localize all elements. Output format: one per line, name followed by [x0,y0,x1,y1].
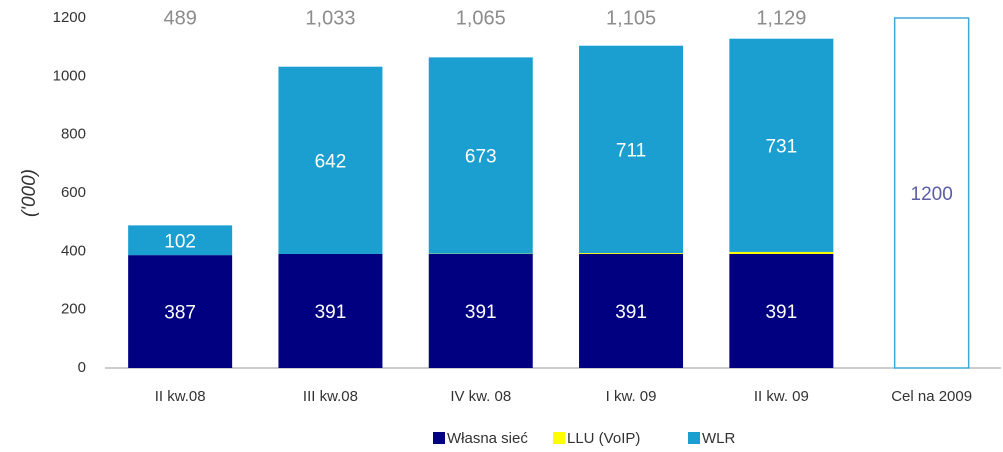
bar-segment [428,253,533,368]
x-tick-label: III kw.08 [303,388,358,405]
x-tick-label: II kw.08 [155,388,206,405]
bar-segment [428,57,533,254]
legend-swatch [553,432,565,444]
total-label: 1,033 [305,7,355,29]
x-tick-label: Cel na 2009 [891,388,972,405]
target-label: 1200 [911,184,953,205]
legend-label: WLR [702,430,736,447]
y-axis-label: ('000) [19,169,40,217]
x-tick-label: IV kw. 08 [450,388,511,405]
y-tick-label: 200 [61,301,86,318]
total-label: 1,065 [456,7,506,29]
bar-segment [729,251,834,254]
data-label: 391 [315,302,347,323]
target-bar [893,17,970,369]
data-label: 391 [615,302,647,323]
legend-label: Własna sieć [447,430,528,447]
y-tick-label: 1000 [53,67,86,84]
data-label: 711 [616,140,646,161]
y-tick-label: 800 [61,126,86,143]
y-tick-label: 1200 [53,9,86,26]
total-label: 489 [163,7,196,29]
x-tick-label: II kw. 09 [754,388,809,405]
bar-segment [128,225,233,256]
legend-swatch [433,432,445,444]
data-label: 642 [315,151,347,172]
y-tick-label: 600 [61,184,86,201]
data-label: 391 [765,302,797,323]
bar-segment [579,253,684,368]
data-label: 731 [765,136,797,157]
data-label: 673 [465,147,497,168]
data-label: 387 [164,303,196,324]
bar-segment [579,45,684,254]
data-label: 102 [164,231,196,252]
legend-swatch [688,432,700,444]
bar-segment [128,255,233,368]
y-tick-label: 0 [78,359,86,376]
x-tick-label: I kw. 09 [606,388,657,405]
y-tick-label: 400 [61,242,86,259]
data-label: 391 [465,302,497,323]
legend-label: LLU (VoIP) [567,430,640,447]
bar-segment [278,253,383,368]
bar-segment [278,66,383,254]
total-label: 1,129 [756,7,806,29]
bar-segment [729,253,834,368]
bar-segment [579,253,684,254]
total-label: 1,105 [606,7,656,29]
bar-segment [729,38,834,252]
